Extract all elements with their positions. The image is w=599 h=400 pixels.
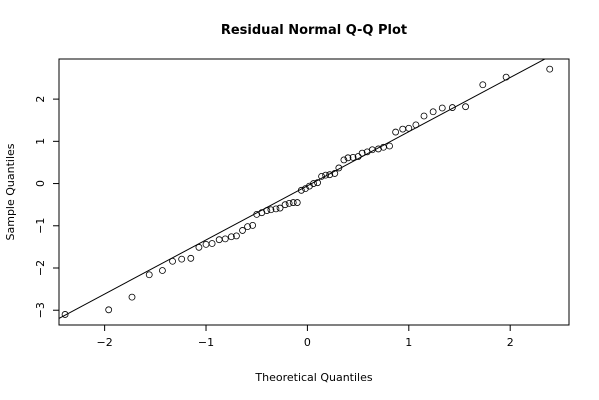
data-point xyxy=(344,154,352,162)
data-point xyxy=(221,235,229,243)
x-tick-label: 1 xyxy=(405,336,412,349)
data-point xyxy=(386,142,393,150)
data-point xyxy=(227,233,235,241)
y-tick-label: 0 xyxy=(34,180,47,187)
data-point xyxy=(429,108,437,116)
y-tick-label: 1 xyxy=(34,138,47,145)
data-point xyxy=(374,145,382,153)
x-tick-label: 2 xyxy=(507,336,514,349)
data-point xyxy=(195,243,203,251)
data-point xyxy=(128,293,136,301)
data-point xyxy=(420,112,428,120)
data-point xyxy=(349,153,357,161)
data-point xyxy=(331,170,339,177)
data-point xyxy=(392,128,400,136)
data-point xyxy=(208,240,216,247)
data-point xyxy=(448,104,456,111)
plot-area xyxy=(59,59,546,319)
y-tick-label: 2 xyxy=(34,96,47,103)
data-point xyxy=(479,81,487,89)
data-point xyxy=(215,236,223,244)
x-axis-label: Theoretical Quantiles xyxy=(254,371,372,384)
data-point xyxy=(289,199,297,206)
x-tick-label: 0 xyxy=(304,336,311,349)
data-point xyxy=(297,186,305,194)
data-point xyxy=(187,254,195,262)
y-tick-label: −1 xyxy=(34,218,47,234)
data-point xyxy=(399,125,407,133)
data-point xyxy=(239,227,246,234)
data-point xyxy=(335,164,343,172)
qq-reference-line xyxy=(59,59,546,319)
data-point xyxy=(318,172,326,180)
data-point xyxy=(249,221,257,229)
data-point xyxy=(358,149,366,157)
data-point xyxy=(263,207,271,214)
data-point xyxy=(354,153,362,160)
data-point xyxy=(272,205,280,213)
data-point xyxy=(105,306,113,314)
data-point xyxy=(412,121,420,129)
y-tick-label: −2 xyxy=(34,260,47,276)
data-point xyxy=(178,255,186,263)
x-axis: −2 −1 0 1 2 xyxy=(97,325,514,349)
data-point xyxy=(322,171,330,179)
data-point xyxy=(546,65,554,73)
data-point xyxy=(314,179,321,187)
data-point xyxy=(202,240,210,248)
data-point xyxy=(438,104,446,112)
data-point xyxy=(159,267,166,274)
y-tick-label: −3 xyxy=(34,302,47,318)
plot-frame xyxy=(58,58,570,326)
data-point xyxy=(405,124,413,132)
x-tick-label: −1 xyxy=(198,336,214,349)
data-point xyxy=(169,257,176,265)
data-point xyxy=(233,232,240,240)
data-point xyxy=(244,223,251,231)
data-point xyxy=(502,73,510,81)
data-point xyxy=(276,204,284,212)
data-point xyxy=(285,199,293,207)
data-point xyxy=(61,311,69,318)
chart-title: Residual Normal Q-Q Plot xyxy=(221,23,407,38)
data-point xyxy=(253,210,261,218)
y-axis-label: Sample Quantiles xyxy=(4,143,17,240)
data-point xyxy=(281,201,289,209)
data-point xyxy=(462,103,469,111)
data-point xyxy=(145,271,153,279)
x-tick-label: −2 xyxy=(97,336,113,349)
points-layer xyxy=(61,65,554,318)
y-axis: −3 −2 −1 0 1 2 xyxy=(34,96,59,318)
data-point xyxy=(267,206,275,214)
data-point xyxy=(340,156,348,164)
data-point xyxy=(310,180,317,187)
data-point xyxy=(293,199,301,206)
data-point xyxy=(326,171,334,179)
